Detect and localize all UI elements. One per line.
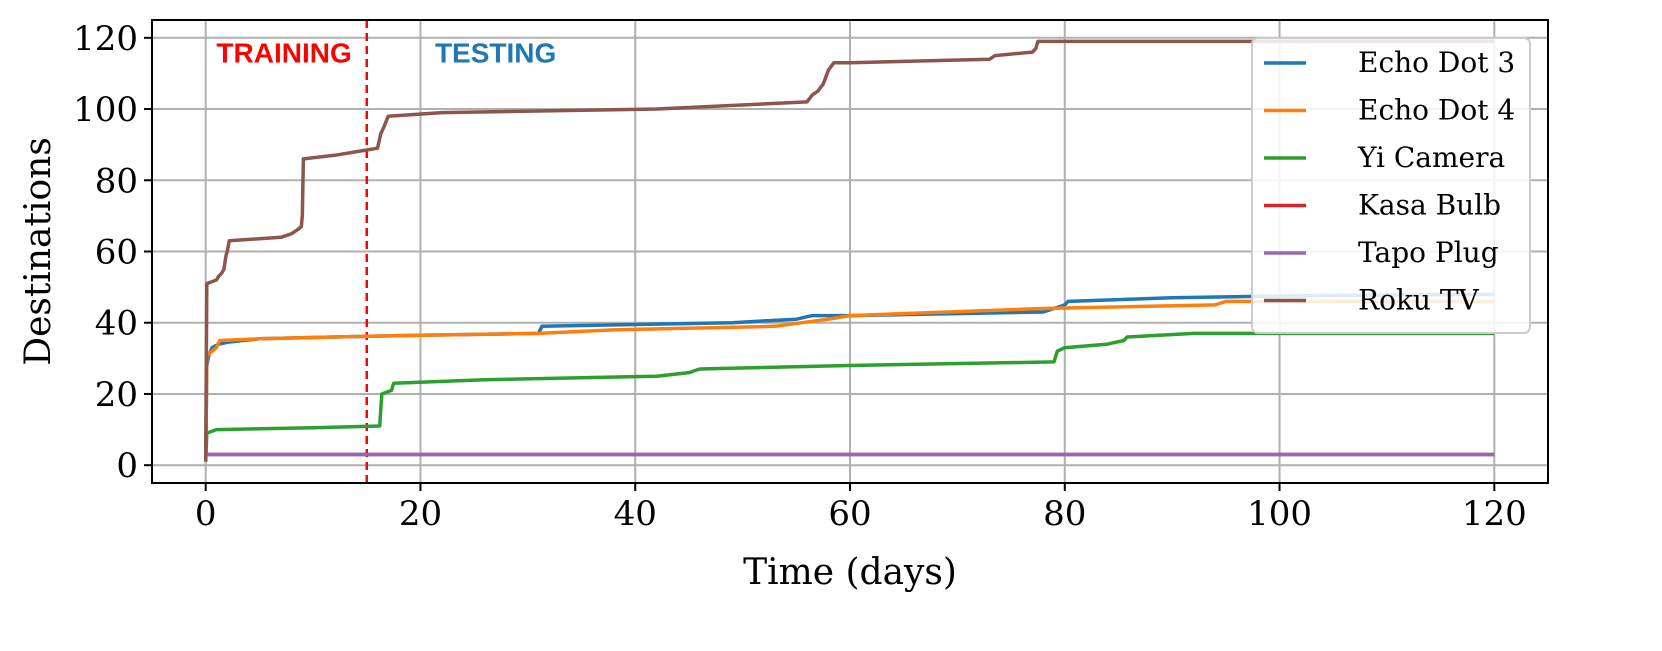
y-tick-label: 0 [116,446,138,486]
y-axis-title: Destinations [18,137,59,366]
legend: Echo Dot 3 Echo Dot 4 Yi Camera Kasa Bulb Ta… [1251,37,1531,334]
y-tick-label: 40 [95,304,138,344]
x-tick-label: 60 [828,494,871,534]
x-tick-label: 80 [1043,494,1086,534]
phase-label-training: TRAINING [216,38,351,69]
legend-label: Roku TV [1358,284,1480,317]
y-tick-label: 120 [73,19,138,59]
y-tick-label: 100 [73,90,138,130]
axis-ticks: 0 20 40 60 80 100 120 0 20 40 60 80 100 120 [73,19,1527,534]
x-axis-title: Time (days) [743,552,957,593]
y-tick-label: 20 [95,375,138,415]
y-tick-label: 80 [95,161,138,201]
legend-label: Yi Camera [1357,141,1505,174]
legend-label: Kasa Bulb [1358,189,1501,222]
legend-label: Echo Dot 4 [1358,94,1515,127]
x-tick-label: 0 [195,494,217,534]
series-line-yi-camera [203,331,1495,462]
series-line-roku-tv [203,39,1495,462]
y-tick-label: 60 [95,233,138,273]
x-tick-label: 100 [1247,494,1312,534]
x-tick-label: 20 [399,494,442,534]
phase-label-testing: TESTING [435,38,556,69]
x-tick-label: 120 [1462,494,1527,534]
phase-labels: TRAINING TESTING [216,38,556,69]
series-line-echo-dot-4 [203,299,1495,462]
legend-box [1251,37,1531,334]
legend-label: Echo Dot 3 [1358,46,1515,79]
x-tick-label: 40 [614,494,657,534]
series-lines [203,39,1495,462]
legend-label: Tapo Plug [1358,236,1499,269]
